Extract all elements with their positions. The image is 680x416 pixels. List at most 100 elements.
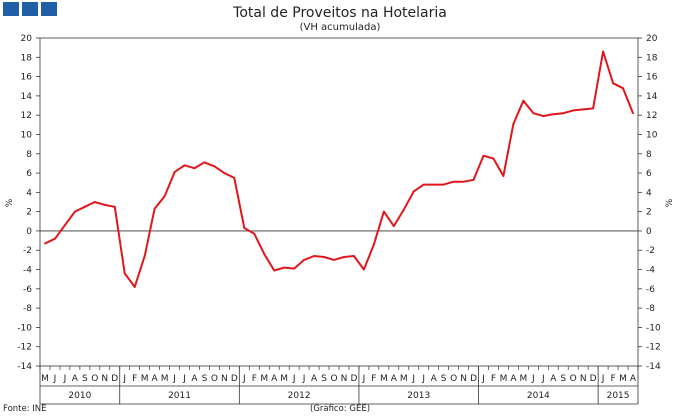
plot-frame (39, 37, 639, 367)
month-label: J (531, 374, 535, 384)
source-note: Fonte: INE (3, 404, 47, 414)
data-point (243, 227, 246, 229)
month-label: D (231, 374, 238, 384)
data-point (612, 82, 614, 85)
month-label: J (292, 374, 296, 384)
month-label: D (470, 374, 477, 384)
logo-square-3 (41, 2, 57, 16)
month-label: J (362, 374, 366, 384)
data-point (452, 180, 455, 183)
credit-note: (Gráfico: GEE) (310, 404, 370, 414)
data-point (133, 285, 136, 288)
y-tick-label-right: 2 (646, 208, 652, 218)
month-label: M (400, 374, 408, 384)
month-label: J (242, 374, 246, 384)
data-point (363, 268, 365, 271)
y-tick-label-left: 14 (21, 92, 33, 102)
y-tick-label-left: -14 (17, 362, 32, 372)
month-label: A (191, 374, 198, 384)
month-label: J (122, 374, 126, 384)
month-label: S (560, 374, 566, 384)
month-label: M (161, 374, 169, 384)
month-label: M (380, 374, 388, 384)
y-tick-label-right: 16 (646, 73, 658, 83)
data-point (562, 112, 565, 115)
y-tick-label-left: -6 (23, 285, 32, 295)
year-label: 2015 (607, 391, 630, 401)
data-point (183, 164, 186, 167)
data-point (93, 201, 96, 203)
data-point (233, 176, 236, 179)
data-point (372, 243, 375, 246)
month-label: S (441, 374, 447, 384)
data-point (622, 87, 624, 90)
y-tick-label-right: -2 (646, 246, 655, 256)
data-point (64, 224, 66, 227)
month-label: J (182, 374, 186, 384)
month-label: F (371, 374, 376, 384)
month-label: J (601, 374, 605, 384)
month-label: N (460, 374, 467, 384)
y-tick-label-left: 20 (21, 34, 33, 44)
month-label: J (421, 374, 425, 384)
data-point (532, 112, 535, 115)
data-point (153, 207, 156, 210)
logo-square-2 (22, 2, 38, 16)
y-tick-label-right: -10 (646, 323, 661, 333)
data-point (273, 269, 276, 272)
y-tick-label-left: -12 (17, 343, 32, 353)
month-label: N (580, 374, 587, 384)
data-point (512, 122, 515, 125)
y-tick-label-left: 12 (21, 111, 32, 121)
data-point (472, 178, 475, 181)
data-point (313, 255, 315, 257)
y-tick-label-right: 8 (646, 150, 652, 160)
data-point (73, 210, 76, 213)
month-label: F (610, 374, 615, 384)
month-label: F (252, 374, 257, 384)
month-label: S (82, 374, 88, 384)
data-point (412, 190, 415, 193)
y-tick-label-right: 20 (646, 34, 658, 44)
data-point (193, 167, 196, 170)
chart-title: Total de Proveitos na Hotelaria (232, 5, 447, 21)
data-point (253, 232, 256, 235)
data-point (173, 171, 176, 173)
series-line (44, 50, 634, 288)
month-label: J (481, 374, 485, 384)
y-tick-label-right: -4 (646, 266, 655, 276)
y-tick-label-right: 6 (646, 169, 652, 179)
y-axis-label-left: % (5, 198, 15, 207)
data-point (103, 203, 106, 206)
data-point (572, 109, 575, 112)
data-point (113, 205, 116, 208)
y-tick-label-right: 10 (646, 130, 658, 140)
y-tick-label-right: -14 (646, 362, 661, 372)
y-tick-label-right: -6 (646, 285, 655, 295)
data-point (123, 272, 126, 275)
month-label: M (141, 374, 149, 384)
month-label: M (619, 374, 627, 384)
month-label: A (550, 374, 557, 384)
month-label: D (590, 374, 597, 384)
month-label: N (341, 374, 348, 384)
month-label: M (500, 374, 508, 384)
month-label: O (330, 374, 337, 384)
month-label: N (221, 374, 228, 384)
month-label: J (63, 374, 67, 384)
y-tick-label-left: -4 (23, 266, 32, 276)
y-tick-label-left: 0 (26, 227, 32, 237)
month-label: A (152, 374, 159, 384)
y-tick-label-left: -8 (23, 304, 32, 314)
series-layer (44, 50, 634, 288)
y-tick-label-right: 0 (646, 227, 652, 237)
data-point (482, 154, 485, 157)
month-label: O (211, 374, 218, 384)
month-label: A (271, 374, 278, 384)
y-tick-label-right: 18 (646, 53, 658, 63)
data-point (382, 210, 385, 213)
y-tick-label-left: 4 (26, 188, 32, 198)
y-tick-label-right: 4 (646, 188, 652, 198)
